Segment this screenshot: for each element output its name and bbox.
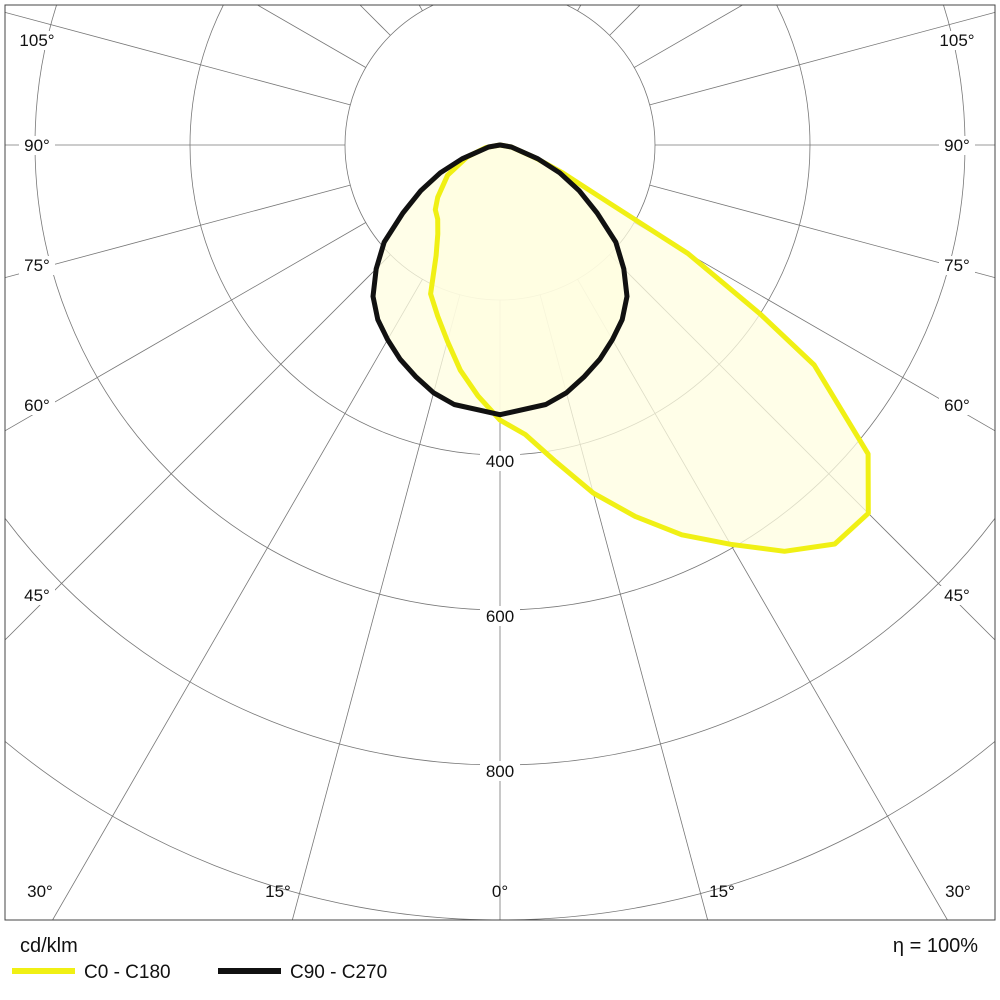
radial-label-bg <box>480 606 520 626</box>
grid-ray-315 <box>5 254 391 641</box>
angle-label-bg <box>939 31 975 50</box>
grid-ray-150 <box>577 5 582 11</box>
angle-label-bg <box>19 256 55 275</box>
angle-label-bottom: 15° <box>709 882 735 901</box>
grid-ray-300 <box>5 222 366 432</box>
curves <box>370 142 871 554</box>
radial-label-bg <box>480 451 520 471</box>
angle-label-right: 90° <box>944 136 970 155</box>
angle-label-bottom: 30° <box>27 882 53 901</box>
radial-tick-label-800: 800 <box>486 762 514 781</box>
grid-ray-330 <box>52 279 423 920</box>
unit-label: cd/klm <box>20 935 78 957</box>
angle-label-bottom: 30° <box>945 882 971 901</box>
plot-frame <box>4 4 996 921</box>
angle-label-bg <box>19 136 55 155</box>
grid-ray-285 <box>5 184 351 279</box>
angle-label-left: 75° <box>24 256 50 275</box>
angle-label-left: 105° <box>19 31 54 50</box>
angle-label-bottom: 15° <box>265 882 291 901</box>
axis-labels: 400 600 800 30° 15° 0° 15° 30° 45° 45° 60° 60° 75° 75… <box>19 31 975 901</box>
radial-label-bg <box>480 761 520 781</box>
radial-tick-label-600: 600 <box>486 607 514 626</box>
angle-label-bg <box>19 396 55 415</box>
grid-ray-120 <box>634 5 743 68</box>
radial-tick-label-400: 400 <box>486 452 514 471</box>
efficiency-label: η = 100% <box>892 935 978 957</box>
series-c0-c180-line <box>428 142 871 554</box>
grid-ray-210 <box>418 5 423 11</box>
angle-label-bg <box>19 586 55 605</box>
legend-swatch-c0-c180 <box>12 968 75 974</box>
angle-label-left: 90° <box>24 136 50 155</box>
legend-label-c90-c270: C90 - C270 <box>290 962 388 983</box>
grid-ray-135 <box>609 5 641 36</box>
grid-ray-75 <box>649 184 995 279</box>
angle-label-right: 60° <box>944 396 970 415</box>
legend-swatch-c90-c270 <box>218 968 281 974</box>
angle-label-bg <box>939 136 975 155</box>
grid-ray-225 <box>359 5 391 36</box>
angle-label-bottom: 0° <box>492 882 508 901</box>
angle-label-bg <box>19 31 55 50</box>
angle-label-right: 105° <box>939 31 974 50</box>
angle-label-left: 60° <box>24 396 50 415</box>
series-c90-c270-line <box>370 142 630 418</box>
angle-label-right: 45° <box>944 586 970 605</box>
angle-label-bg <box>939 396 975 415</box>
grid-ray-240 <box>257 5 366 68</box>
angle-label-right: 75° <box>944 256 970 275</box>
angle-label-bg <box>939 586 975 605</box>
grid-ray-255 <box>5 11 351 106</box>
grid-ray-105 <box>649 11 995 106</box>
grid-ray-345 <box>291 294 461 920</box>
legend-label-c0-c180: C0 - C180 <box>84 962 171 983</box>
angle-label-bg <box>939 256 975 275</box>
angle-label-left: 45° <box>24 586 50 605</box>
